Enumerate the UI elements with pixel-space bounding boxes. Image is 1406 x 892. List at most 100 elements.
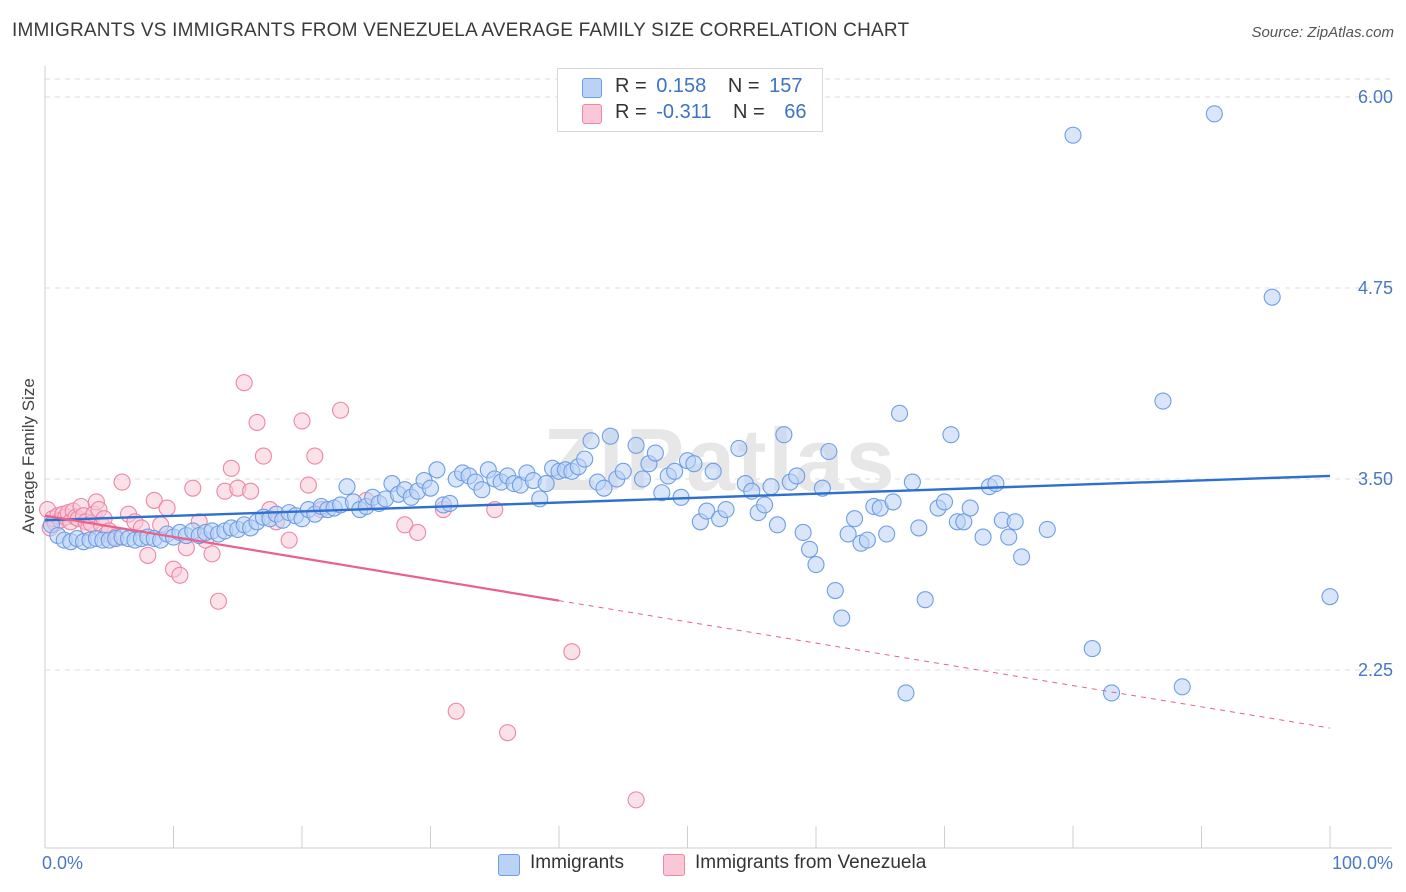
chart-source: Source: ZipAtlas.com [1251,24,1394,41]
venezuela-point [499,724,517,742]
venezuela-trend-extension [558,600,1331,729]
immigrants-point [1038,520,1056,538]
immigrants-point [878,525,896,543]
n-label: N = [727,75,760,97]
immigrants-point [942,426,960,444]
immigrants-point [421,479,440,497]
venezuela-point [184,479,202,497]
immigrants-point [1205,105,1223,123]
immigrants-point [1000,528,1018,546]
immigrants-point [1321,588,1339,606]
venezuela-trend-line [44,514,560,602]
y-tick-label: 6.00 [1358,87,1393,107]
immigrants-point [666,462,684,480]
immigrants-point [987,475,1005,493]
immigrants-point [1083,640,1101,658]
tick-labels: 6.00 4.75 3.50 2.25 0.0% 100.0% [42,87,1393,873]
venezuela-point [248,413,266,432]
watermark: ZIPatlas [543,410,896,509]
immigrants-point [1103,684,1121,702]
venezuela-point [627,791,645,809]
immigrants-point [935,493,954,511]
venezuela-point [447,702,465,720]
immigrants-point [833,609,851,627]
immigrants-point [903,473,921,491]
chart-title: IMMIGRANTS VS IMMIGRANTS FROM VENEZUELA … [12,20,910,41]
immigrants-point [582,432,600,450]
immigrants-point [601,427,619,445]
venezuela-legend-swatch [663,854,685,876]
venezuela-point [299,476,317,494]
y-tick-label: 3.50 [1358,469,1393,489]
immigrants-point [595,479,613,497]
venezuela-point [331,401,350,419]
immigrants-point [762,478,780,496]
immigrants-point [338,478,356,496]
immigrants-point [1154,392,1172,410]
stats-legend: R = 0.158 N = 157 R = -0.311 N = 66 [557,68,823,132]
venezuela-point [396,516,414,534]
immigrants-point [768,516,787,534]
axes [44,66,1392,849]
data-points [39,105,1339,809]
immigrants-point [698,502,716,520]
legend-label: Immigrants from Venezuela [695,852,927,873]
r-label: R = [615,75,647,97]
immigrants-point [807,556,825,574]
venezuela-point [235,374,253,392]
immigrants-point [845,510,864,528]
n-value: 157 [769,75,803,97]
immigrants-point [473,481,491,499]
venezuela-point [145,491,163,509]
venezuela-point [409,523,427,542]
venezuela-point [171,566,189,584]
immigrants-point [730,439,748,457]
immigrants-point [685,455,703,473]
r-value: 0.158 [656,75,707,97]
immigrants-point [614,462,632,480]
immigrants-point [646,444,664,462]
immigrants-point [704,462,722,480]
n-label: N = [733,101,765,123]
immigrants-point [1173,678,1191,696]
r-value: -0.311 [656,101,712,123]
immigrants-point [1013,548,1031,566]
immigrants-point [897,684,915,702]
venezuela-point [158,499,176,517]
immigrants-point [890,404,909,422]
venezuela-point [254,447,273,465]
immigrants-swatch [582,78,602,98]
immigrants-point [775,426,793,444]
immigrants-point [916,591,934,609]
immigrants-point [794,523,812,542]
immigrants-point [955,513,973,531]
n-value: 66 [784,101,807,123]
venezuela-point [306,447,324,465]
venezuela-point [293,412,311,430]
immigrants-point [633,470,652,488]
immigrants-point [627,436,645,454]
immigrants-point [884,493,902,511]
venezuela-point [280,531,298,549]
y-tick-label: 2.25 [1358,660,1393,680]
immigrants-point [910,519,928,537]
immigrants-point [1006,513,1024,531]
immigrants-point [1263,288,1281,306]
immigrants-point [820,442,838,461]
immigrants-point [1064,126,1082,144]
x-tick-label: 0.0% [42,853,83,873]
immigrants-point [441,494,459,512]
immigrants-point [653,484,671,502]
immigrants-point [576,450,594,468]
y-tick-label: 4.75 [1358,278,1393,298]
bottom-legend: Immigrants Immigrants from Venezuela [0,852,1406,878]
immigrants-point [537,475,555,493]
venezuela-point [563,643,581,661]
venezuela-point [139,546,157,564]
immigrants-point [974,528,992,546]
venezuela-point [209,592,228,610]
immigrants-point [839,525,857,543]
r-label: R = [615,101,647,123]
immigrants-point [717,501,735,519]
